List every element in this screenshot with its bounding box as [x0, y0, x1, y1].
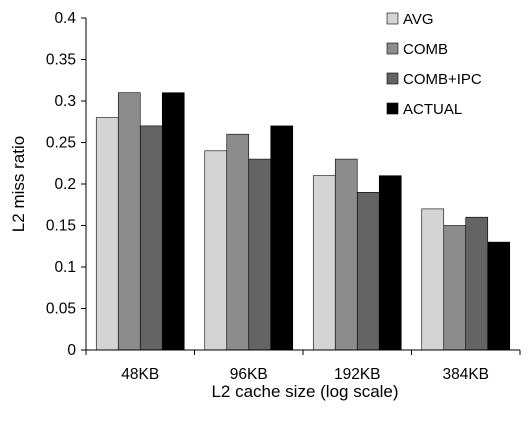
y-tick-label: 0.4 [54, 10, 76, 27]
legend-label: COMB+IPC [403, 71, 482, 88]
x-tick-label: 96KB [230, 366, 268, 383]
bar-comb-48kb [117, 92, 141, 351]
bar-avg-96kb [204, 150, 228, 351]
bar-comb-384kb [443, 225, 467, 351]
bar-comb-ipc-192kb [356, 192, 380, 351]
legend-swatch [386, 102, 399, 115]
bar-actual-96kb [270, 125, 294, 351]
legend-label: AVG [403, 11, 434, 28]
x-tick-label: 384KB [442, 366, 489, 383]
y-tick-label: 0.3 [54, 93, 76, 110]
legend-label: COMB [403, 41, 448, 58]
x-axis-title: L2 cache size (log scale) [211, 382, 398, 401]
bars [95, 92, 511, 351]
bar-actual-192kb [378, 175, 402, 351]
y-tick-label: 0.25 [46, 135, 76, 152]
bar-comb-ipc-384kb [465, 216, 489, 351]
y-tick-label: 0.05 [46, 301, 76, 318]
bar-avg-192kb [312, 175, 336, 351]
y-tick-label: 0.1 [54, 259, 76, 276]
bar-avg-384kb [421, 208, 445, 351]
legend-swatch [386, 42, 399, 55]
bar-actual-384kb [487, 241, 511, 351]
y-tick-label: 0.15 [46, 218, 76, 235]
legend-swatch [386, 72, 399, 85]
x-axis-ticks: 48KB 96KB 192KB 384KB [85, 350, 521, 383]
y-tick-label: 0 [67, 342, 76, 359]
bar-comb-96kb [226, 133, 250, 351]
legend: AVG COMB COMB+IPC ACTUAL [386, 11, 482, 118]
x-tick-label: 48KB [121, 366, 159, 383]
bar-actual-48kb [161, 92, 185, 351]
bar-comb-ipc-96kb [248, 158, 272, 351]
legend-swatch [386, 12, 399, 25]
x-tick-label: 192KB [334, 366, 381, 383]
bar-comb-192kb [334, 158, 358, 351]
bar-avg-48kb [95, 117, 119, 351]
y-axis-title: L2 miss ratio [9, 136, 28, 232]
y-tick-label: 0.2 [54, 176, 76, 193]
bar-comb-ipc-48kb [139, 125, 163, 351]
y-tick-label: 0.35 [46, 52, 76, 69]
y-axis-ticks: 0 0.05 0.1 0.15 0.2 0.25 0.3 0.35 0.4 [46, 10, 86, 359]
legend-label: ACTUAL [403, 101, 462, 118]
